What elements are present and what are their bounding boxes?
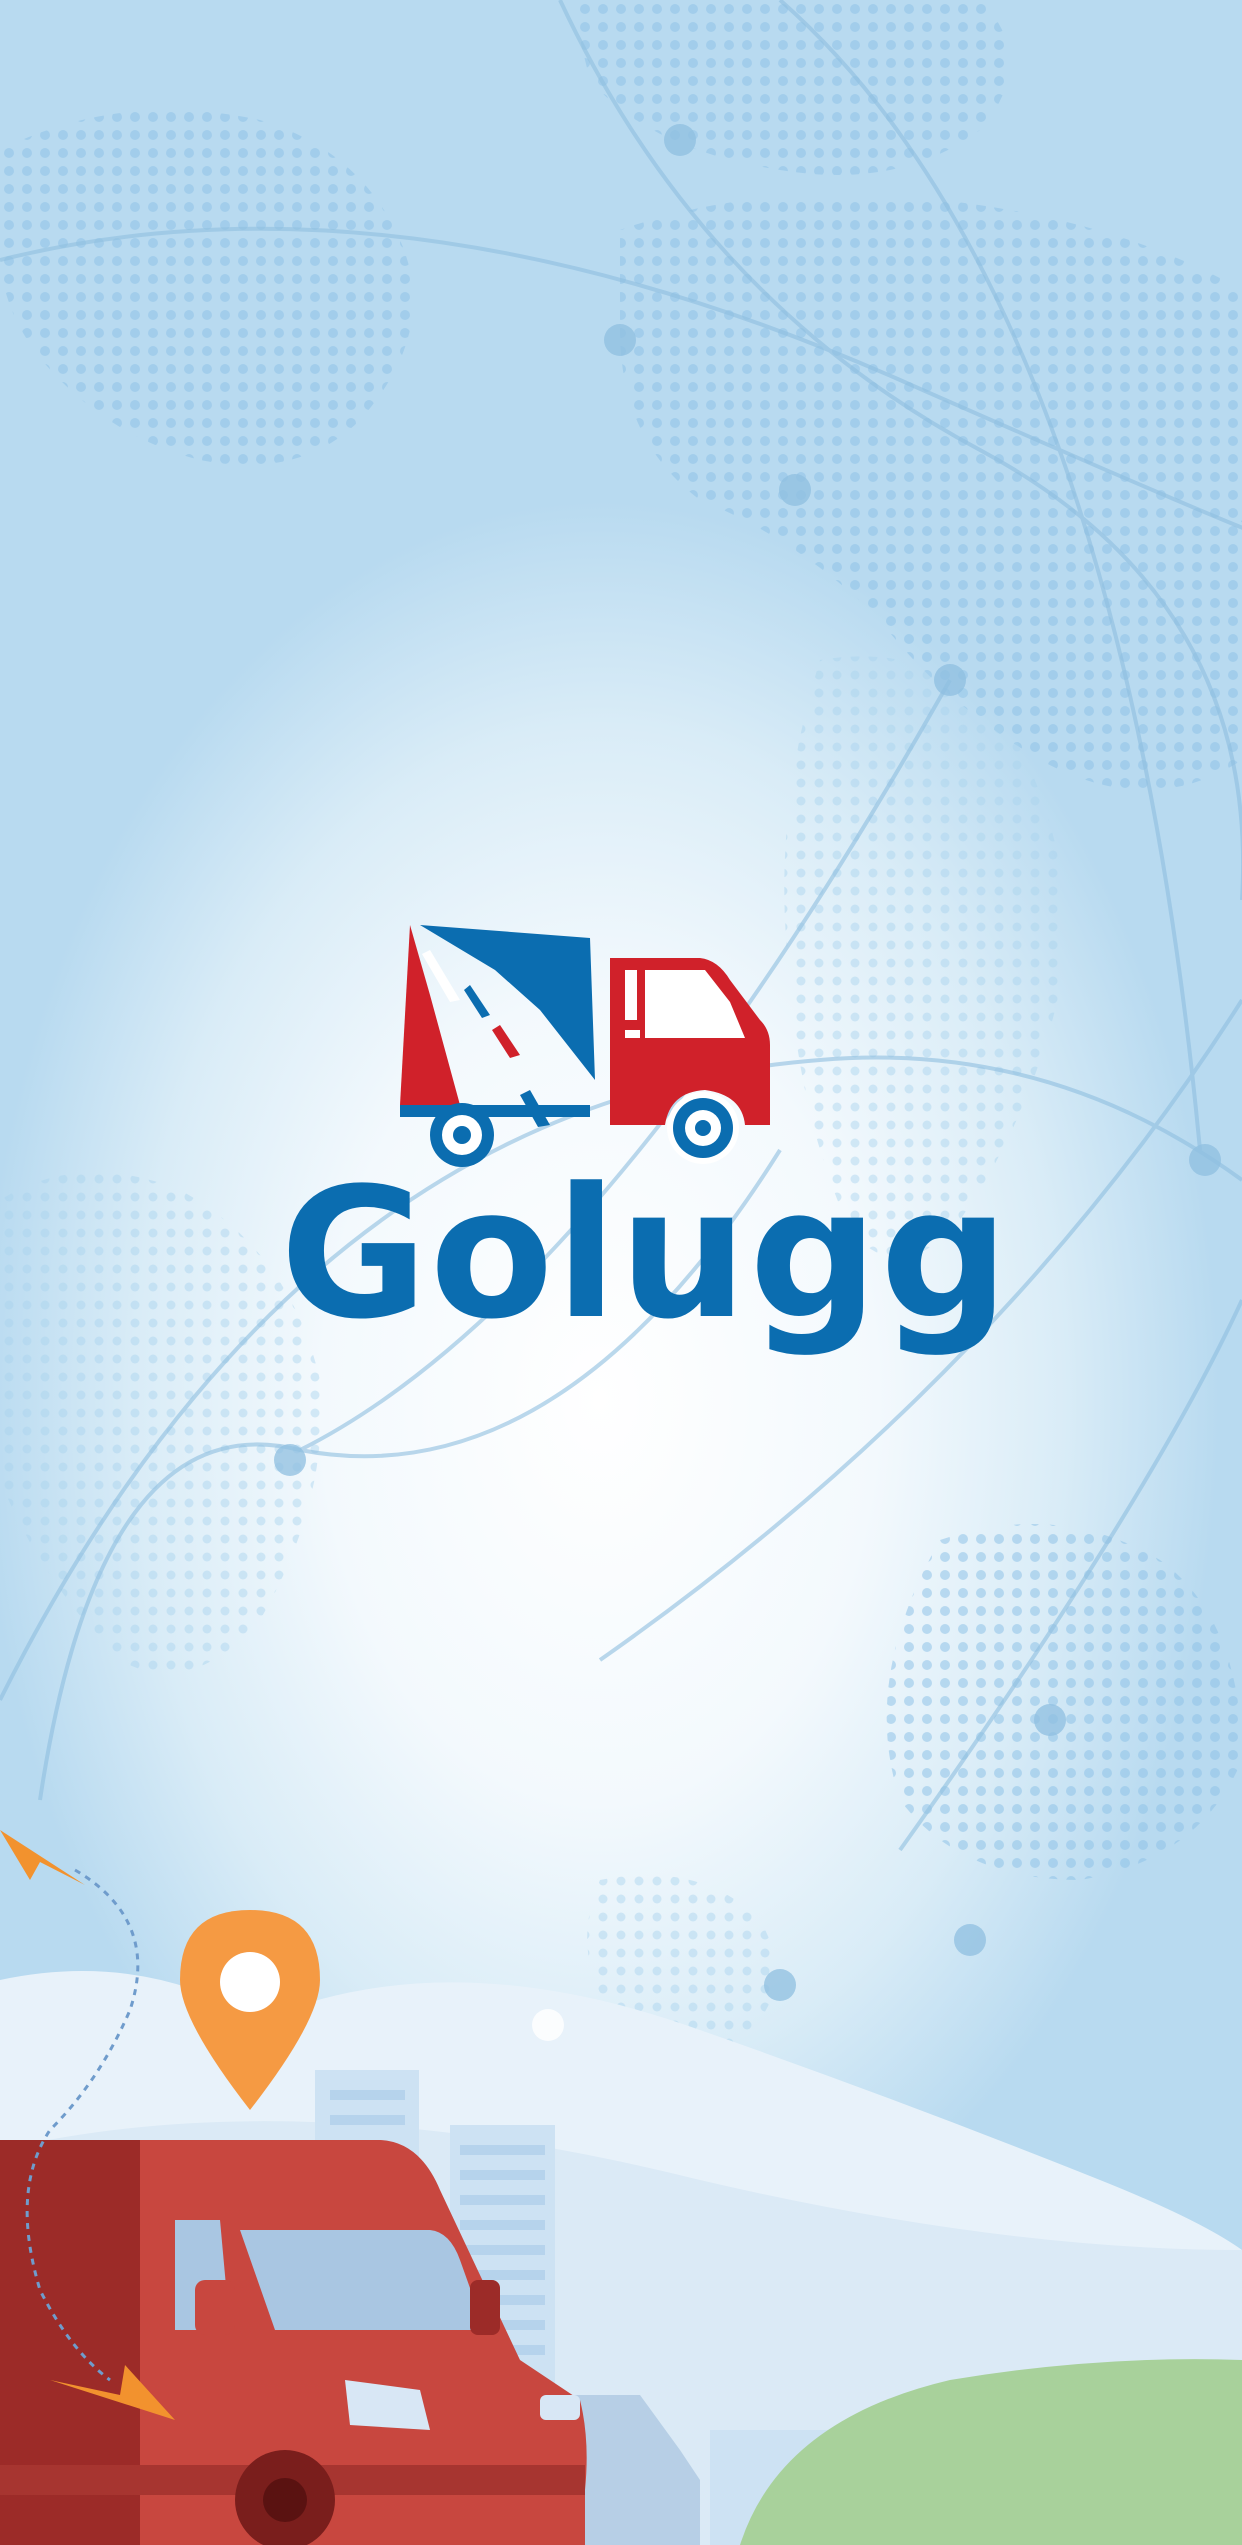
paper-plane-icon <box>50 2365 175 2420</box>
green-hill <box>740 2359 1242 2545</box>
continent-europe-asia <box>620 194 1242 790</box>
brand-name: Golugg <box>280 1150 1011 1359</box>
delivery-van-illustration <box>0 2140 587 2545</box>
continent-islands <box>587 1875 776 2046</box>
location-pin-icon <box>180 1910 320 2110</box>
continent-greenland <box>570 0 1010 175</box>
continent-north-america <box>0 110 414 465</box>
truck-with-road-logo <box>400 925 770 1167</box>
city-delivery-illustration <box>0 1830 1242 2545</box>
continent-south-america <box>0 1172 322 1674</box>
app-logo: Golugg <box>280 920 1011 1380</box>
paper-plane-icon <box>0 1830 85 1885</box>
continent-australia <box>886 1524 1242 1880</box>
continent-africa <box>784 656 1065 1258</box>
